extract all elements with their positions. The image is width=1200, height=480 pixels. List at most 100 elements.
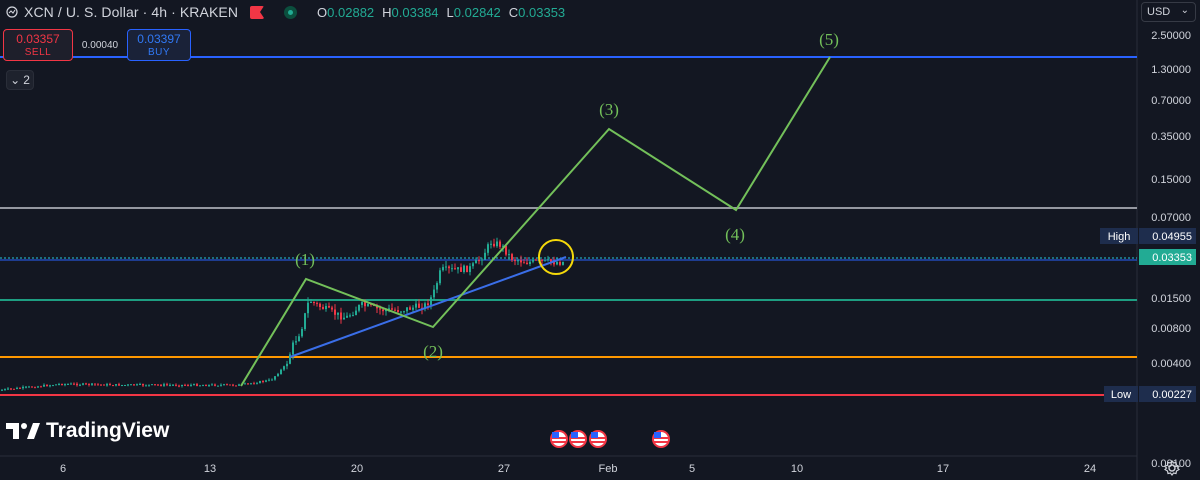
buy-price: 0.03397 xyxy=(137,32,181,46)
candle-body xyxy=(346,315,348,318)
elliott-wave-path[interactable] xyxy=(240,56,831,387)
candle-body xyxy=(208,384,210,386)
us-flag-event-icon[interactable] xyxy=(589,430,607,448)
chart-type-icon[interactable] xyxy=(6,6,18,18)
candle-body xyxy=(340,312,342,320)
candle-body xyxy=(64,384,66,386)
price-axis[interactable]: 2.50000 1.30000 0.70000 0.35000 0.15000 … xyxy=(1151,30,1191,470)
candle-body xyxy=(271,379,273,381)
candle-body xyxy=(40,386,42,388)
candle-body xyxy=(121,385,123,386)
ohlc-high: H0.03384 xyxy=(382,5,438,20)
candle-body xyxy=(133,384,135,386)
candle-body xyxy=(286,363,288,367)
ohlc-open-label: O xyxy=(317,4,328,20)
us-flag-event-icon[interactable] xyxy=(652,430,670,448)
ohlc-open-value: 0.02882 xyxy=(327,4,375,20)
candle-body xyxy=(259,381,261,384)
sell-label: SELL xyxy=(24,47,52,58)
us-flag-event-icon[interactable] xyxy=(569,430,587,448)
candle-body xyxy=(130,384,132,386)
time-tick: 24 xyxy=(1084,463,1096,475)
price-tick: 0.35000 xyxy=(1151,131,1191,143)
candle-body xyxy=(118,384,120,386)
candle-body xyxy=(115,384,117,386)
candle-body xyxy=(232,384,234,386)
time-tick: 27 xyxy=(498,463,510,475)
candle-body xyxy=(379,308,381,310)
us-flag-event-icon[interactable] xyxy=(550,430,568,448)
ohlc-open: O0.02882 xyxy=(317,5,374,20)
wave-label-2: (2) xyxy=(423,342,443,361)
candle-body xyxy=(244,383,246,385)
buy-button[interactable]: 0.03397 BUY xyxy=(127,29,191,61)
ohlc-close-label: C xyxy=(508,4,519,20)
tradingview-logo[interactable]: TradingView xyxy=(6,418,169,444)
candle-body xyxy=(355,310,357,316)
flag-icon[interactable] xyxy=(250,5,265,19)
candle-body xyxy=(16,387,18,389)
time-axis[interactable]: 6 13 20 27 Feb 5 10 17 24 xyxy=(60,463,1096,475)
ohlc-close: C0.03353 xyxy=(509,5,565,20)
candle-body xyxy=(331,307,333,310)
candle-body xyxy=(481,259,483,261)
ohlc-low-label: L xyxy=(446,4,454,20)
candle-body xyxy=(463,265,465,272)
sell-button[interactable]: 0.03357 SELL xyxy=(3,29,73,61)
candle-body xyxy=(472,263,474,267)
candle-body xyxy=(319,303,321,307)
currency-select[interactable]: USD ⌄ xyxy=(1141,2,1196,22)
candle-body xyxy=(25,386,27,388)
candle-body xyxy=(52,385,54,387)
candle-body xyxy=(460,267,462,272)
candle-body xyxy=(238,384,240,386)
wave-label-3: (3) xyxy=(599,100,619,119)
candle-body xyxy=(403,311,405,313)
indicators-count: 2 xyxy=(23,73,30,87)
candle-body xyxy=(415,303,417,308)
candle-body xyxy=(217,385,219,387)
indicators-toggle[interactable]: ⌄ 2 xyxy=(6,70,34,90)
candle-body xyxy=(526,262,528,264)
candle-body xyxy=(154,384,156,386)
candle-body xyxy=(487,244,489,253)
candle-body xyxy=(127,384,129,386)
candle-body xyxy=(73,383,75,385)
price-tick: 0.70000 xyxy=(1151,95,1191,107)
candle-body xyxy=(226,384,228,386)
candle-body xyxy=(448,266,450,269)
candle-body xyxy=(106,384,108,386)
candle-body xyxy=(334,309,336,315)
candle-body xyxy=(79,384,81,386)
candle-body xyxy=(175,384,177,386)
economic-events[interactable] xyxy=(550,430,670,448)
candle-body xyxy=(148,384,150,386)
candle-body xyxy=(409,307,411,310)
candle-body xyxy=(547,259,549,261)
candle-body xyxy=(220,384,222,386)
candle-body xyxy=(49,385,51,387)
candle-body xyxy=(358,305,360,311)
candle-body xyxy=(292,342,294,355)
candle-body xyxy=(328,306,330,308)
candle-body xyxy=(541,259,543,261)
wave-label-5: (5) xyxy=(819,30,839,49)
candle-body xyxy=(301,329,303,337)
trendline[interactable] xyxy=(289,256,567,358)
candle-body xyxy=(385,309,387,312)
candle-body xyxy=(400,311,402,313)
candle-body xyxy=(394,309,396,311)
candle-body xyxy=(256,383,258,385)
highlight-circle[interactable] xyxy=(538,239,574,275)
candle-body xyxy=(508,254,510,256)
candle-body xyxy=(76,383,78,386)
candle-body xyxy=(514,260,516,262)
candle-body xyxy=(457,267,459,270)
candle-body xyxy=(382,309,384,312)
settings-gear-icon[interactable] xyxy=(1163,459,1181,477)
price-tick: 0.00800 xyxy=(1151,323,1191,335)
symbol-title[interactable]: XCN / U. S. Dollar · 4h · KRAKEN xyxy=(24,4,239,20)
high-value-bg xyxy=(1139,228,1196,244)
candle-body xyxy=(445,266,447,268)
